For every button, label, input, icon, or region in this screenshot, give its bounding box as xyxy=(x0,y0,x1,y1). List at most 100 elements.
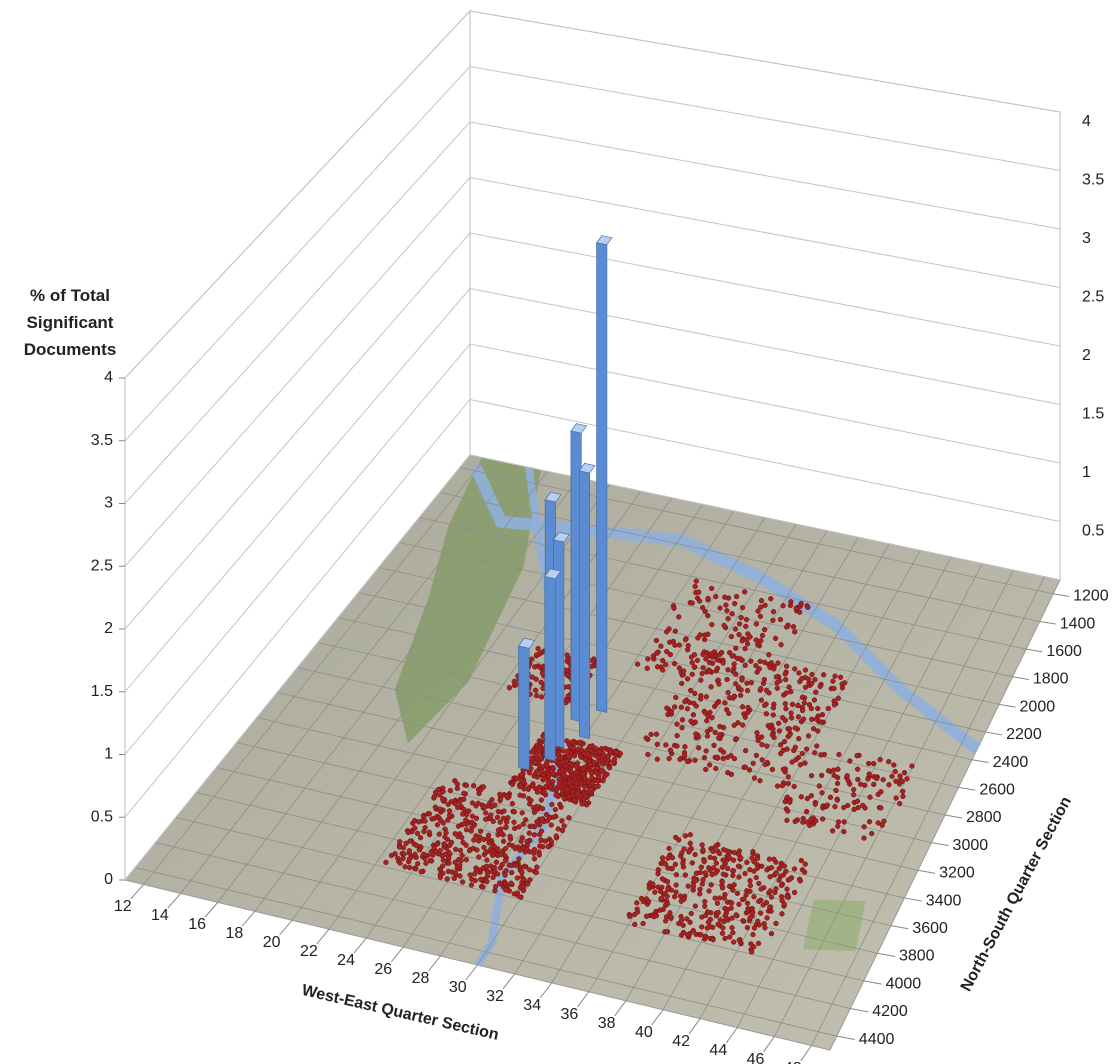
map-dot xyxy=(698,932,703,937)
map-dot xyxy=(627,914,632,919)
map-dot xyxy=(604,761,609,766)
map-dot xyxy=(689,719,694,724)
map-dot xyxy=(782,864,787,869)
map-dot xyxy=(632,922,637,927)
map-dot xyxy=(740,678,745,683)
map-dot xyxy=(562,796,567,801)
map-dot xyxy=(459,858,464,863)
map-dot xyxy=(408,839,413,844)
map-dot xyxy=(759,887,764,892)
x-tick-label: 20 xyxy=(263,934,281,951)
map-dot xyxy=(540,806,545,811)
map-dot xyxy=(806,734,811,739)
y-tick-label: 4400 xyxy=(859,1031,895,1048)
map-dot xyxy=(774,674,779,679)
map-dot xyxy=(464,783,469,788)
map-dot xyxy=(549,802,554,807)
map-dot xyxy=(703,913,708,918)
map-dot xyxy=(796,703,801,708)
map-dot xyxy=(756,881,761,886)
map-dot xyxy=(779,883,784,888)
map-dot xyxy=(589,771,594,776)
map-dot xyxy=(445,877,450,882)
map-dot xyxy=(646,899,651,904)
map-dot xyxy=(704,718,709,723)
z-tick-label-right: 3.5 xyxy=(1082,172,1104,189)
map-dot xyxy=(871,782,876,787)
z-tick-label: 3 xyxy=(104,495,113,512)
y-tick-label: 1200 xyxy=(1073,588,1109,605)
map-dot xyxy=(423,819,428,824)
map-dot xyxy=(532,664,537,669)
map-dot xyxy=(701,847,706,852)
map-dot xyxy=(564,673,569,678)
map-dot xyxy=(784,664,789,669)
map-dot xyxy=(525,839,530,844)
map-dot xyxy=(725,770,730,775)
y-tick xyxy=(959,787,976,790)
map-dot xyxy=(900,779,905,784)
map-dot xyxy=(660,876,665,881)
map-dot xyxy=(771,713,776,718)
map-dot xyxy=(676,614,681,619)
map-dot xyxy=(707,924,712,929)
map-dot xyxy=(418,835,423,840)
map-dot xyxy=(504,868,509,873)
map-dot xyxy=(529,750,534,755)
map-dot xyxy=(782,739,787,744)
map-dot xyxy=(444,830,449,835)
map-dot xyxy=(599,768,604,773)
x-tick xyxy=(466,965,478,980)
y-tick xyxy=(891,926,908,929)
map-dot xyxy=(587,754,592,759)
map-dot xyxy=(706,596,711,601)
map-dot xyxy=(674,872,679,877)
map-dot xyxy=(495,815,500,820)
map-dot xyxy=(407,856,412,861)
map-dot xyxy=(776,721,781,726)
map-dot xyxy=(491,875,496,880)
map-dot xyxy=(801,717,806,722)
x-tick xyxy=(689,1019,700,1034)
map-dot xyxy=(780,911,785,916)
map-dot xyxy=(545,775,550,780)
map-dot xyxy=(726,667,731,672)
map-dot xyxy=(750,856,755,861)
map-dot xyxy=(414,843,419,848)
map-dot xyxy=(449,840,454,845)
map-dot xyxy=(572,797,577,802)
map-dot xyxy=(760,742,765,747)
map-dot xyxy=(799,601,804,606)
map-dot xyxy=(503,881,508,886)
map-dot xyxy=(532,760,537,765)
y-tick xyxy=(850,1009,868,1012)
map-dot xyxy=(673,695,678,700)
map-dot xyxy=(499,831,504,836)
map-dot xyxy=(855,777,860,782)
map-dot xyxy=(744,637,749,642)
map-dot xyxy=(726,616,731,621)
map-dot xyxy=(700,605,705,610)
map-dot xyxy=(447,809,452,814)
map-dot xyxy=(746,907,751,912)
map-dot xyxy=(686,884,691,889)
x-tick xyxy=(242,911,254,926)
map-dot xyxy=(534,693,539,698)
map-dot xyxy=(764,744,769,749)
map-dot xyxy=(783,672,788,677)
map-dot xyxy=(729,906,734,911)
map-dot xyxy=(608,750,613,755)
map-dot xyxy=(700,842,705,847)
map-dot xyxy=(783,718,788,723)
map-dot xyxy=(768,665,773,670)
map-dot xyxy=(435,822,440,827)
map-dot xyxy=(427,811,432,816)
map-dot xyxy=(734,594,739,599)
x-tick xyxy=(205,902,218,917)
map-dot xyxy=(764,711,769,716)
map-dot xyxy=(805,605,810,610)
map-dot xyxy=(745,688,750,693)
map-dot xyxy=(694,704,699,709)
map-dot xyxy=(748,878,753,883)
map-dot xyxy=(530,783,535,788)
